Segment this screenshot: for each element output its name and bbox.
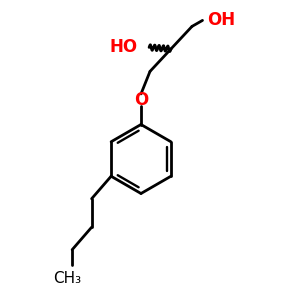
Text: O: O [134,91,148,109]
Text: OH: OH [207,11,235,29]
Text: CH₃: CH₃ [54,271,82,286]
Text: HO: HO [110,38,138,56]
